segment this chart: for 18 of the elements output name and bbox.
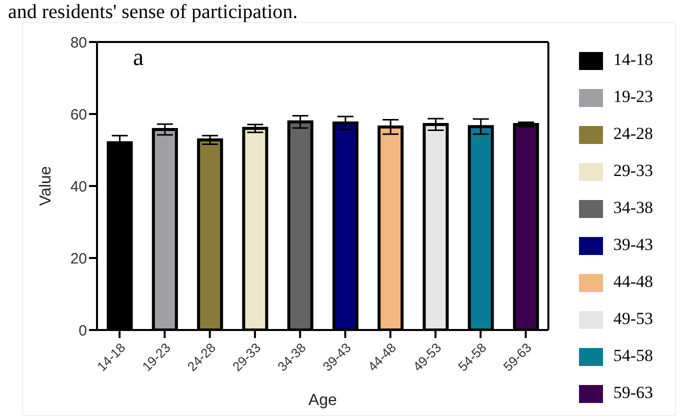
legend-label: 19-23: [613, 87, 653, 106]
legend-label: 39-43: [613, 235, 653, 254]
annotation: a: [133, 45, 144, 72]
legend-label: 44-48: [613, 272, 653, 291]
y-tick-label: 80: [70, 34, 87, 52]
y-tick-label: 40: [70, 178, 87, 196]
y-tick-label: 60: [70, 106, 87, 124]
text: and residents' sense of participation.: [8, 1, 299, 23]
legend-label: 34-38: [613, 198, 653, 217]
y-axis-title: Value: [38, 166, 55, 206]
legend-label: 59-63: [613, 383, 653, 402]
x-axis-title: Age: [308, 392, 337, 409]
legend-label: 24-28: [613, 124, 653, 143]
y-tick-label: 20: [70, 250, 87, 268]
legend-label: 14-18: [613, 50, 653, 69]
legend-label: 29-33: [613, 161, 653, 180]
y-tick-label: 0: [78, 322, 87, 340]
legend-label: 49-53: [613, 309, 653, 328]
